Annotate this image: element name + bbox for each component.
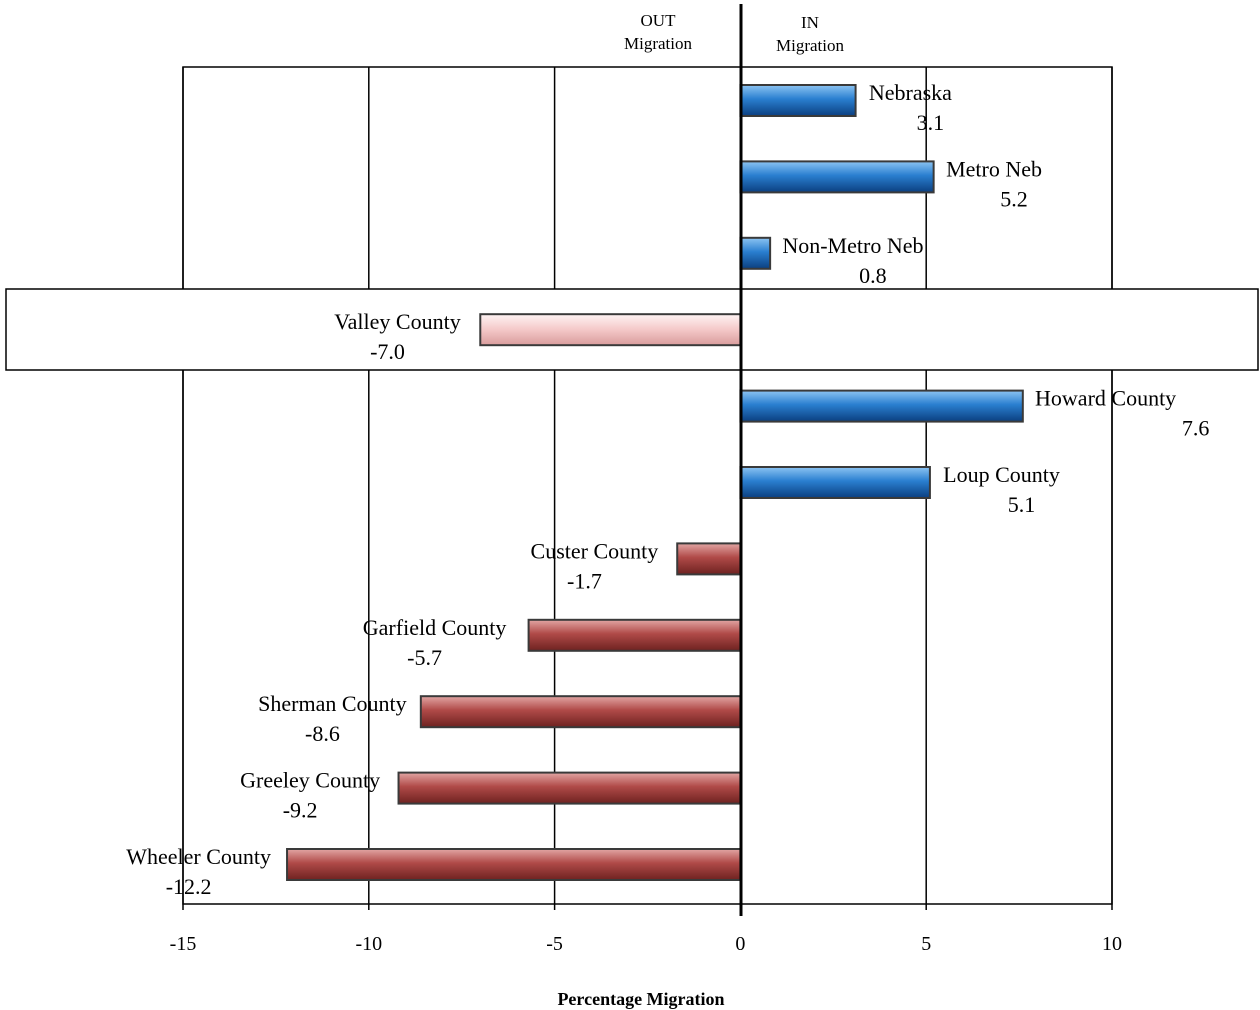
bar-name-label-10: Wheeler County — [126, 844, 271, 869]
bar-value-label-9: -9.2 — [283, 798, 318, 823]
bar-name-label-6: Custer County — [531, 538, 659, 563]
bar-6 — [676, 542, 742, 576]
bar-name-label-7: Garfield County — [363, 615, 507, 640]
bar-value-label-4: 7.6 — [1182, 416, 1210, 441]
bar-name-label-3: Valley County — [334, 309, 461, 334]
plot-area-border — [182, 66, 1113, 905]
bar-value-label-5: 5.1 — [1008, 492, 1036, 517]
tick-label-1: -10 — [355, 933, 382, 955]
bar-value-label-3: -7.0 — [370, 339, 405, 364]
x-axis-ticks: -15 -10 -5 0 5 10 — [170, 904, 1122, 955]
out-migration-label-line1: OUT — [641, 11, 677, 30]
bar-name-label-5: Loup County — [943, 462, 1060, 487]
bar-name-label-8: Sherman County — [258, 691, 407, 716]
bar-0 — [739, 84, 857, 117]
out-migration-label-line2: Migration — [624, 34, 692, 53]
bar-value-label-1: 5.2 — [1000, 186, 1028, 211]
tick-label-4: 5 — [921, 933, 931, 955]
bar-name-label-2: Non-Metro Neb — [782, 233, 923, 258]
bar-value-label-6: -1.7 — [567, 568, 602, 593]
tick-label-0: -15 — [170, 933, 197, 955]
bars — [286, 84, 1024, 881]
bar-name-label-0: Nebraska — [869, 80, 952, 105]
bar-10 — [286, 848, 742, 881]
in-migration-label-line2: Migration — [776, 36, 844, 55]
bar-value-label-2: 0.8 — [859, 263, 887, 288]
tick-label-5: 10 — [1102, 933, 1122, 955]
bar-9 — [397, 771, 742, 805]
bar-3 — [479, 313, 742, 347]
bar-7 — [527, 618, 742, 652]
bar-1 — [739, 160, 935, 194]
bar-8 — [419, 695, 742, 729]
x-axis-title: Percentage Migration — [557, 989, 724, 1009]
bar-value-label-0: 3.1 — [917, 110, 945, 135]
bar-5 — [739, 466, 931, 499]
in-migration-label-line1: IN — [801, 13, 819, 32]
bar-name-label-4: Howard County — [1035, 386, 1176, 411]
bar-value-label-8: -8.6 — [305, 721, 340, 746]
bar-4 — [739, 389, 1024, 423]
bar-value-label-10: -12.2 — [166, 874, 212, 899]
bar-name-label-1: Metro Neb — [946, 156, 1042, 181]
bar-name-label-9: Greeley County — [240, 768, 380, 793]
bar-2 — [739, 236, 772, 270]
bar-value-label-7: -5.7 — [407, 645, 442, 670]
tick-label-2: -5 — [546, 933, 563, 955]
tick-label-3: 0 — [735, 933, 745, 955]
